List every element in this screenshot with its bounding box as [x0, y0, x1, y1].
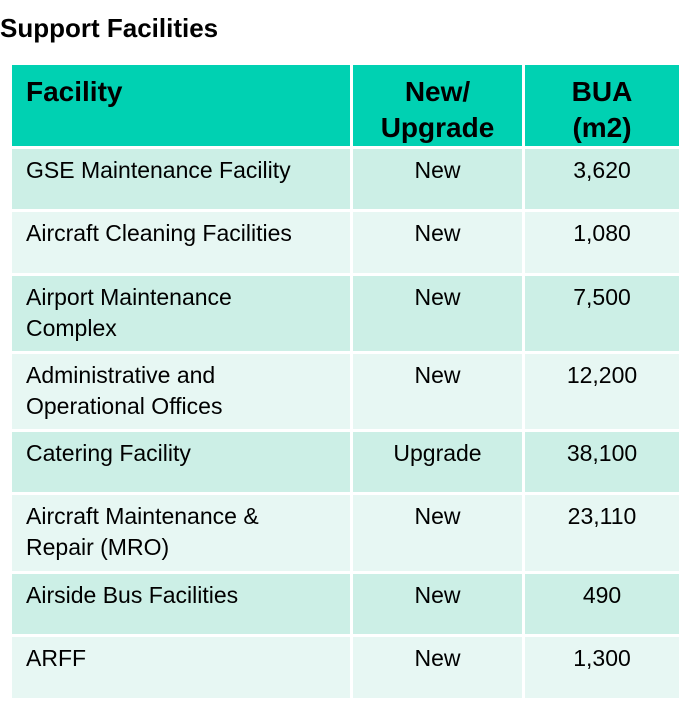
header-status-line1: New/ [404, 76, 471, 107]
table-row: Aircraft Cleaning Facilities New 1,080 [12, 212, 679, 273]
bua-cell: 1,300 [525, 637, 679, 698]
table-row: Airport Maintenance Complex New 7,500 [12, 276, 679, 351]
status-cell: Upgrade [353, 432, 522, 492]
bua-cell: 12,200 [525, 354, 679, 429]
bua-cell: 1,080 [525, 212, 679, 273]
status-cell: New [353, 212, 522, 273]
header-facility-label: Facility [26, 76, 123, 107]
facility-name-line1: Airport Maintenance [26, 284, 232, 310]
facility-name: GSE Maintenance Facility [26, 157, 291, 183]
facility-cell: Airport Maintenance Complex [12, 276, 350, 351]
facility-cell: Catering Facility [12, 432, 350, 492]
table-header-row: Facility New/ Upgrade BUA (m2) [12, 65, 679, 146]
bua-cell: 3,620 [525, 149, 679, 209]
status-cell: New [353, 574, 522, 634]
status-cell: New [353, 276, 522, 351]
bua-cell: 23,110 [525, 495, 679, 571]
header-status-line2: Upgrade [380, 112, 495, 143]
bua-cell: 7,500 [525, 276, 679, 351]
status-cell: New [353, 637, 522, 698]
table-row: Airside Bus Facilities New 490 [12, 574, 679, 634]
header-bua-line2: (m2) [572, 112, 632, 143]
facility-cell: GSE Maintenance Facility [12, 149, 350, 209]
table-row: GSE Maintenance Facility New 3,620 [12, 149, 679, 209]
bua-cell: 490 [525, 574, 679, 634]
table-row: ARFF New 1,300 [12, 637, 679, 698]
facility-name-line2: Complex [26, 315, 117, 341]
facility-cell: Airside Bus Facilities [12, 574, 350, 634]
facility-cell: ARFF [12, 637, 350, 698]
page-title: Support Facilities [0, 13, 219, 43]
facilities-table: Facility New/ Upgrade BUA (m2) GSE Maint… [9, 62, 682, 701]
facility-name-line2: Repair (MRO) [26, 534, 170, 560]
table-row: Catering Facility Upgrade 38,100 [12, 432, 679, 492]
table-row: Administrative and Operational Offices Ne… [12, 354, 679, 429]
header-bua-line1: BUA [571, 76, 633, 107]
facility-cell: Administrative and Operational Offices [12, 354, 350, 429]
facility-cell: Aircraft Maintenance & Repair (MRO) [12, 495, 350, 571]
facility-name: ARFF [26, 645, 87, 671]
header-new-upgrade: New/ Upgrade [353, 65, 522, 146]
status-cell: New [353, 495, 522, 571]
header-facility: Facility [12, 65, 350, 146]
facility-name-line2: Operational Offices [26, 393, 223, 419]
facility-name: Catering Facility [26, 440, 191, 466]
header-bua: BUA (m2) [525, 65, 679, 146]
facility-name: Airside Bus Facilities [26, 582, 239, 608]
facility-cell: Aircraft Cleaning Facilities [12, 212, 350, 273]
table-row: Aircraft Maintenance & Repair (MRO) New 2… [12, 495, 679, 571]
status-cell: New [353, 149, 522, 209]
facility-name: Aircraft Cleaning Facilities [26, 220, 292, 246]
bua-cell: 38,100 [525, 432, 679, 492]
facility-name-line1: Aircraft Maintenance & [26, 503, 259, 529]
status-cell: New [353, 354, 522, 429]
facility-name-line1: Administrative and [26, 362, 216, 388]
